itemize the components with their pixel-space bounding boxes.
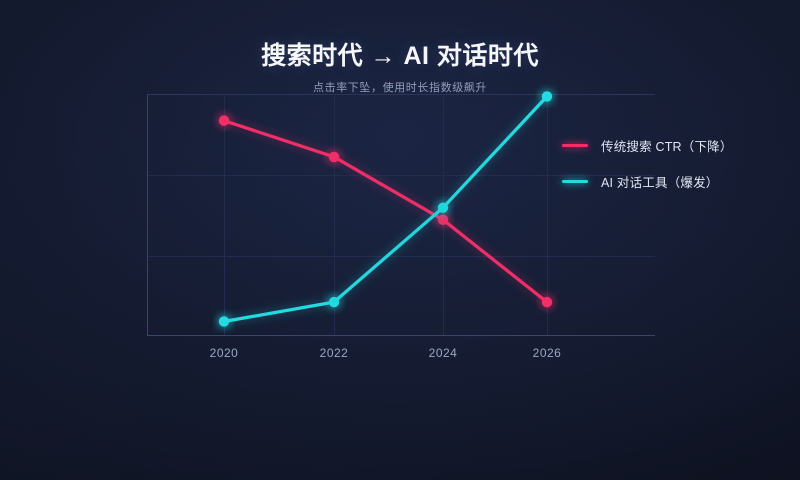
plot-area — [147, 91, 655, 336]
series-line-traditional-search — [218, 115, 553, 308]
x-tick-label-2024: 2024 — [428, 346, 458, 360]
legend-swatch-icon-ai-chat — [562, 179, 588, 183]
legend: 传统搜索 CTR（下降） AI 对话工具（爆发） — [562, 130, 792, 202]
page-title: 搜索时代 → AI 对话时代 — [261, 42, 539, 70]
data-point — [218, 115, 230, 126]
gridline-horizontal-top — [147, 94, 655, 95]
data-point — [541, 91, 553, 102]
data-point — [328, 296, 340, 308]
x-tick-label-2026: 2026 — [532, 346, 562, 360]
gridline-vertical-2022 — [334, 94, 335, 336]
data-point — [437, 202, 449, 213]
series-line-ai-chat — [218, 91, 553, 327]
gridline-vertical-2026 — [547, 94, 548, 336]
gridline-horizontal-2 — [147, 256, 655, 257]
legend-item-traditional-search[interactable]: 传统搜索 CTR（下降） — [562, 130, 792, 160]
legend-item-ai-chat[interactable]: AI 对话工具（爆发） — [562, 166, 792, 196]
legend-label-traditional-search: 传统搜索 CTR（下降） — [601, 139, 733, 154]
x-tick-label-2020: 2020 — [209, 346, 239, 360]
legend-swatch-icon-traditional-search — [562, 143, 588, 147]
x-tick-label-2022: 2022 — [319, 346, 349, 360]
gridline-horizontal-1 — [147, 175, 655, 176]
data-point — [541, 296, 553, 308]
data-point — [328, 151, 340, 163]
axis-frame — [147, 94, 655, 336]
data-point — [437, 214, 449, 226]
gridline-vertical-2020 — [224, 94, 225, 336]
legend-label-ai-chat: AI 对话工具（爆发） — [601, 175, 719, 190]
data-point — [218, 316, 230, 327]
chart-subtitle: 点击率下坠，使用时长指数级飙升 — [313, 82, 487, 94]
series-layer — [218, 91, 553, 327]
